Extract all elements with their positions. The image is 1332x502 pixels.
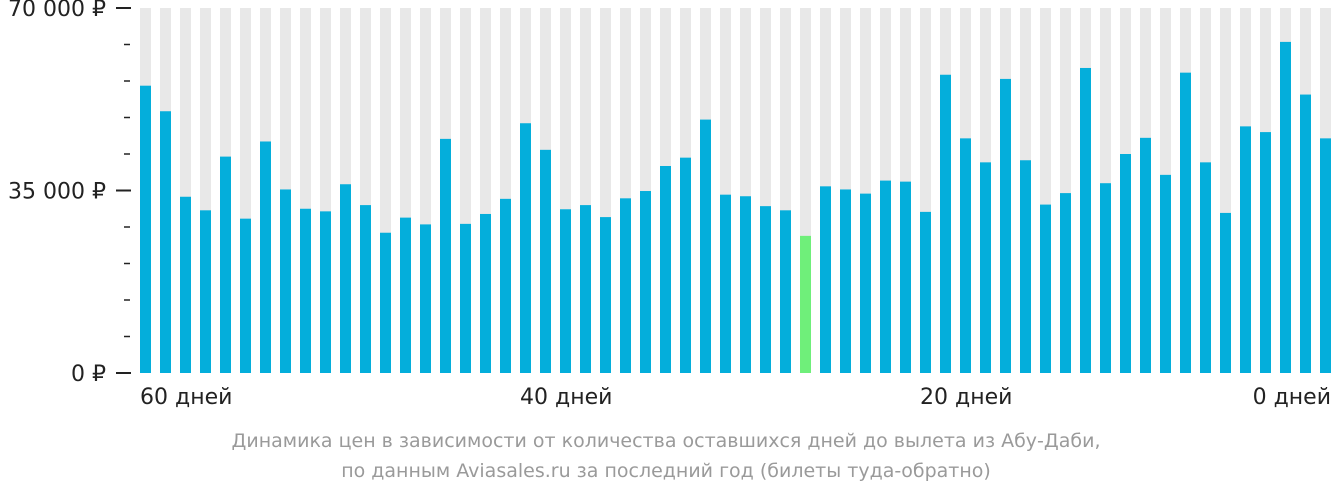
bar-background-stripe (720, 8, 731, 373)
bar (180, 196, 191, 373)
y-tick-label: 70 000 ₽ (8, 0, 106, 22)
bar-background-stripe (740, 8, 751, 373)
bar-background-stripe (480, 8, 491, 373)
bar (680, 157, 691, 373)
bar (260, 141, 271, 373)
bar (1000, 78, 1011, 374)
bar (400, 217, 411, 373)
bar-background-stripe (360, 8, 371, 373)
bar (280, 189, 291, 373)
bar (920, 211, 931, 373)
bar-background-stripe (780, 8, 791, 373)
bar (1080, 67, 1091, 373)
bar-background-stripe (420, 8, 431, 373)
bar (360, 205, 371, 373)
bar (900, 181, 911, 373)
bar-background-stripe (860, 8, 871, 373)
bar (480, 213, 491, 373)
price-dynamics-chart: 70 000 ₽ 35 000 ₽ 0 ₽ 60 дней 40 дней 20 дней… (8, 0, 1331, 410)
bar (240, 218, 251, 373)
bar (1140, 137, 1151, 373)
bar (580, 205, 591, 373)
bar (660, 165, 671, 373)
bar-background-stripe (800, 8, 811, 373)
bar (1120, 154, 1131, 373)
bar-background-stripe (320, 8, 331, 373)
bar (1200, 162, 1211, 373)
bar (700, 119, 711, 373)
bar (1280, 41, 1291, 374)
bar-background-stripe (180, 8, 191, 373)
bar-lowest-price (800, 235, 811, 373)
bar (1180, 72, 1191, 374)
bar-background-stripe (380, 8, 391, 373)
bar (1160, 174, 1171, 373)
chart-caption-line-2: по данным Aviasales.ru за последний год … (341, 460, 991, 482)
bar-background-stripe (460, 8, 471, 373)
bar-background-stripe (500, 8, 511, 373)
bar (300, 208, 311, 373)
bar (720, 194, 731, 373)
bar (620, 198, 631, 373)
bar-background-stripe (760, 8, 771, 373)
bar (340, 184, 351, 373)
bar (220, 156, 231, 373)
bar (560, 209, 571, 373)
y-tick-label: 35 000 ₽ (8, 180, 106, 205)
bar (520, 123, 531, 373)
bar (960, 138, 971, 373)
bar (380, 232, 391, 373)
chart-caption-line-1: Динамика цен в зависимости от количества… (231, 430, 1101, 452)
bar (780, 210, 791, 373)
bar (980, 162, 991, 373)
bar (740, 196, 751, 373)
x-tick-label: 20 дней (920, 385, 1012, 410)
bar-background-stripe (1060, 8, 1071, 373)
bar (1260, 132, 1271, 373)
x-tick-label: 60 дней (140, 385, 232, 410)
bar (640, 191, 651, 373)
bar (1040, 204, 1051, 373)
bar (540, 149, 551, 373)
bar (1320, 138, 1331, 373)
bar (1240, 126, 1251, 373)
bar (840, 189, 851, 373)
bar-background-stripe (580, 8, 591, 373)
bar (880, 180, 891, 373)
bar (760, 206, 771, 373)
bar (940, 74, 951, 373)
bar-background-stripe (200, 8, 211, 373)
x-tick-label: 40 дней (520, 385, 612, 410)
bar (600, 217, 611, 373)
bar-background-stripe (240, 8, 251, 373)
bar (1300, 94, 1311, 374)
bar-background-stripe (560, 8, 571, 373)
bar (820, 186, 831, 373)
bar-background-stripe (1040, 8, 1051, 373)
bar (860, 193, 871, 373)
bar-background-stripe (1220, 8, 1231, 373)
bar (460, 223, 471, 373)
bar (200, 210, 211, 373)
bar (1020, 160, 1031, 373)
bar-background-stripe (600, 8, 611, 373)
bar (1100, 183, 1111, 373)
bar (500, 198, 511, 373)
bar-background-stripe (400, 8, 411, 373)
bar (1060, 193, 1071, 373)
y-tick-label: 0 ₽ (71, 362, 106, 387)
bar (1220, 212, 1231, 373)
bar-background-stripe (640, 8, 651, 373)
bar (160, 111, 171, 373)
bar-background-stripe (620, 8, 631, 373)
bar-background-stripe (920, 8, 931, 373)
bar (420, 224, 431, 373)
bar-background-stripe (300, 8, 311, 373)
bar (320, 211, 331, 373)
x-tick-label: 0 дней (1253, 385, 1331, 410)
bar (140, 85, 151, 373)
bar (440, 138, 451, 373)
